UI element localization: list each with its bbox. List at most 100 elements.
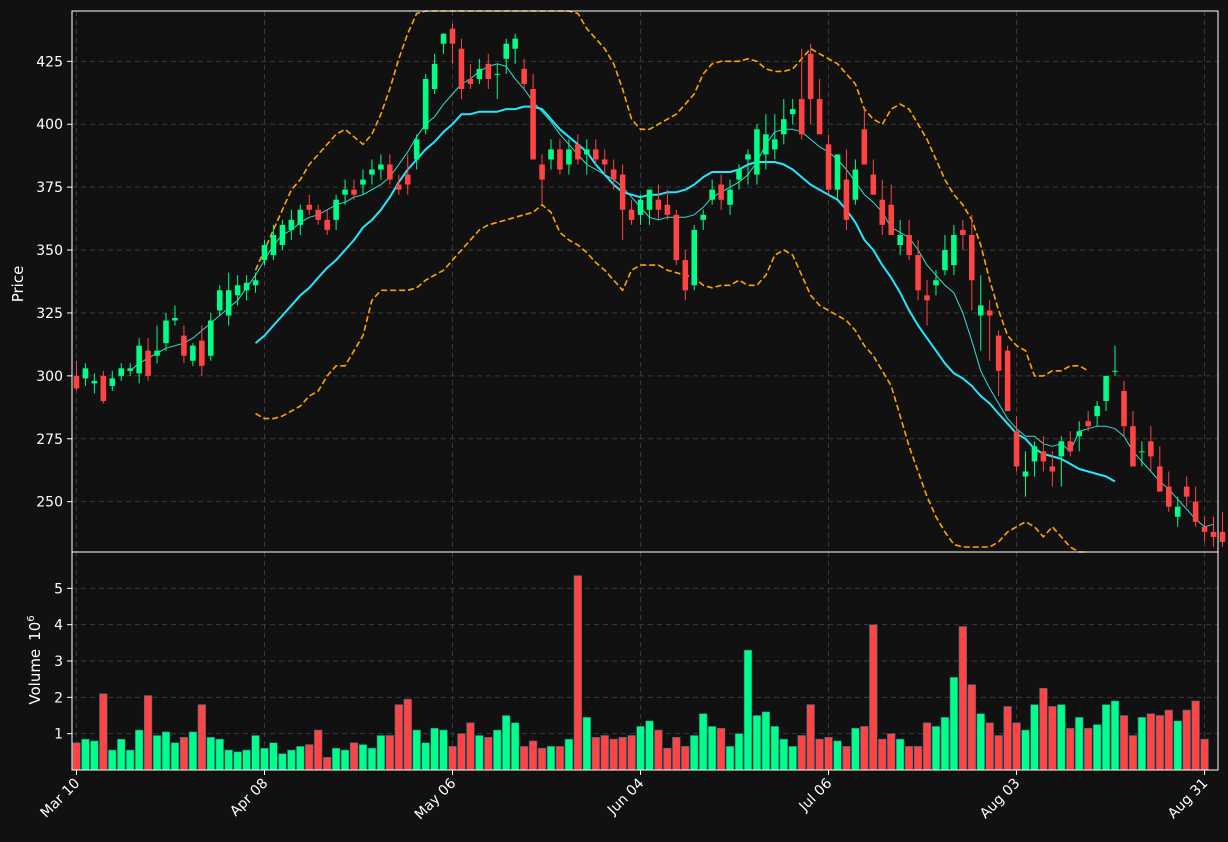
candlestick — [1067, 431, 1074, 457]
candlestick — [351, 179, 357, 200]
candlestick — [270, 224, 277, 261]
volume-tick-label: 4 — [54, 618, 63, 634]
candlestick — [843, 149, 850, 230]
volume-bar — [233, 751, 242, 771]
candlestick — [1094, 401, 1100, 427]
candle-body — [369, 169, 375, 175]
volume-bar — [1084, 727, 1093, 771]
candlestick — [1139, 441, 1145, 467]
candle-body — [754, 129, 760, 175]
candlestick — [127, 363, 133, 376]
volume-bar — [99, 693, 108, 771]
candle-body — [1022, 471, 1029, 477]
candlestick — [664, 189, 671, 220]
price-tick-label: 400 — [36, 117, 63, 133]
candle-body — [1067, 441, 1074, 452]
candle-body — [960, 229, 966, 235]
candle-body — [297, 209, 304, 225]
candlestick — [261, 239, 268, 266]
candle-body — [745, 154, 751, 160]
candlestick — [933, 270, 939, 296]
volume-bar — [1030, 704, 1039, 771]
candlestick — [754, 124, 760, 185]
candlestick — [1121, 380, 1127, 437]
volume-bar — [296, 746, 305, 771]
volume-bar — [887, 733, 896, 771]
candlestick — [512, 33, 518, 64]
candlestick — [798, 48, 805, 140]
candle-body — [843, 179, 850, 220]
candlestick — [485, 53, 492, 90]
candle-body — [494, 73, 501, 75]
candle-body — [225, 290, 232, 316]
candlestick — [619, 164, 626, 240]
candlestick — [288, 209, 295, 240]
volume-bar — [1182, 709, 1191, 771]
volume-bar — [152, 735, 162, 771]
volume-bar — [851, 727, 860, 771]
candle-body — [449, 28, 456, 44]
candle-body — [906, 234, 912, 256]
candle-body — [915, 255, 921, 291]
candle-body — [879, 199, 886, 225]
volume-bar — [72, 742, 81, 771]
candlestick — [780, 99, 787, 145]
volume-bar — [537, 747, 547, 771]
volume-axis-exponent-power: 6 — [26, 615, 37, 621]
candle-body — [977, 305, 984, 316]
volume-bar — [1101, 704, 1111, 771]
candlestick — [834, 154, 841, 200]
candlestick — [592, 139, 599, 165]
volume-bar — [904, 746, 914, 771]
candlestick — [1174, 496, 1181, 527]
volume-bar — [161, 731, 171, 771]
candle-body — [413, 139, 420, 160]
volume-bar — [1137, 717, 1147, 771]
volume-bar — [833, 740, 842, 771]
volume-bar — [493, 729, 502, 771]
candle-body — [333, 199, 339, 220]
volume-bar — [340, 749, 350, 771]
candlestick — [1058, 436, 1065, 487]
volume-bar — [376, 735, 386, 771]
candlestick — [888, 184, 894, 235]
candlestick — [691, 224, 698, 291]
candlestick — [977, 275, 984, 351]
price-axis-label: Price — [9, 266, 27, 303]
volume-bar — [170, 742, 180, 771]
candle-body — [951, 234, 957, 266]
candlestick — [1049, 451, 1056, 487]
volume-bar — [591, 736, 600, 771]
candlestick — [763, 114, 769, 170]
volume-bar — [976, 713, 985, 771]
candlestick — [73, 360, 80, 391]
candle-body — [431, 63, 438, 90]
candlestick — [1165, 471, 1172, 512]
volume-bar — [618, 736, 627, 771]
candle-body — [1004, 350, 1011, 412]
candle-body — [1085, 421, 1091, 427]
candlestick — [449, 23, 456, 64]
volume-bar — [224, 749, 233, 771]
candle-body — [109, 378, 116, 386]
candlestick — [870, 159, 877, 195]
candle-body — [351, 189, 357, 195]
candlestick — [476, 58, 483, 84]
candlestick — [1076, 421, 1083, 452]
candlestick — [163, 312, 169, 351]
candlestick — [199, 325, 205, 376]
volume-bar — [609, 738, 618, 771]
volume-bar — [958, 626, 967, 771]
candlestick — [1192, 486, 1199, 527]
candlestick — [297, 204, 304, 235]
volume-bars — [72, 575, 1209, 771]
volume-bar — [502, 715, 511, 771]
volume-bar — [716, 727, 726, 771]
candle-body — [584, 149, 590, 155]
volume-tick-label: 1 — [54, 727, 63, 743]
candlestick — [1022, 451, 1029, 497]
volume-bar — [681, 746, 690, 771]
volume-bar — [815, 738, 824, 771]
candlestick — [109, 370, 116, 391]
